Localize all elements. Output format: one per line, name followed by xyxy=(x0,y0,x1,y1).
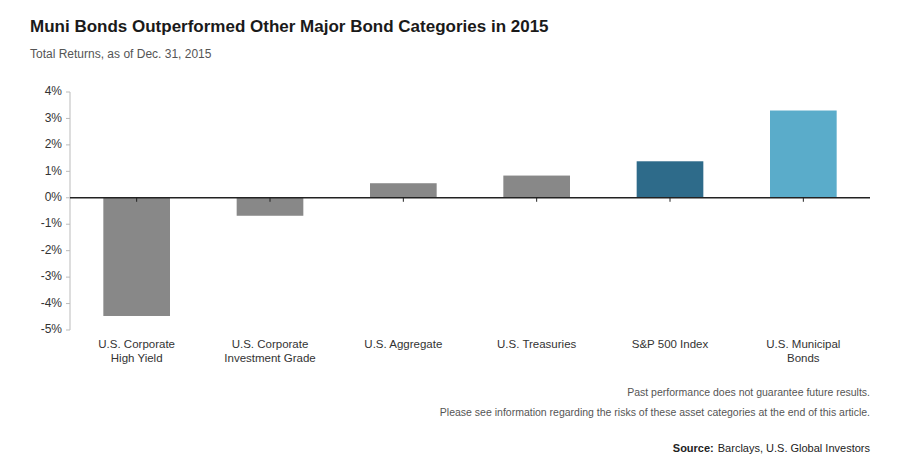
x-tick xyxy=(136,198,137,202)
y-tick-label: 2% xyxy=(45,137,63,151)
footnotes: Past performance does not guarantee futu… xyxy=(440,386,870,418)
x-axis: U.S. CorporateHigh Yield U.S. CorporateIn… xyxy=(70,198,870,364)
bar xyxy=(503,176,570,198)
bar xyxy=(770,111,837,198)
x-tick-label: U.S. CorporateInvestment Grade xyxy=(224,338,315,364)
y-tick xyxy=(66,250,70,251)
bar xyxy=(237,198,304,216)
y-tick-label: 4% xyxy=(45,84,63,98)
y-tick-label: -3% xyxy=(41,269,63,283)
zero-line xyxy=(70,197,870,199)
x-tick xyxy=(536,198,537,202)
y-tick-label: 0% xyxy=(45,190,63,204)
y-tick xyxy=(66,118,70,119)
chart-container: Muni Bonds Outperformed Other Major Bond… xyxy=(0,0,900,476)
x-tick-label: U.S. Treasuries xyxy=(497,338,576,350)
x-tick xyxy=(270,198,271,202)
footnote: Please see information regarding the ris… xyxy=(440,406,870,418)
source: Source: Barclays, U.S. Global Investors xyxy=(673,442,871,454)
chart: Muni Bonds Outperformed Other Major Bond… xyxy=(0,0,900,476)
y-tick xyxy=(66,197,70,198)
y-tick-label: -2% xyxy=(41,243,63,257)
bar xyxy=(103,198,170,316)
subtitle: Total Returns, as of Dec. 31, 2015 xyxy=(30,47,212,61)
y-axis: -5% -4% -3% -2% -1% 0% 1% 2% 3% 4% xyxy=(41,84,70,336)
x-tick xyxy=(670,198,671,202)
y-tick xyxy=(66,171,70,172)
x-tick xyxy=(403,198,404,202)
y-axis-line xyxy=(70,92,71,330)
source-label: Source: xyxy=(673,442,714,454)
y-tick xyxy=(66,224,70,225)
y-tick-label: -1% xyxy=(41,216,63,230)
source-value: Barclays, U.S. Global Investors xyxy=(718,442,871,454)
y-tick xyxy=(66,277,70,278)
y-tick xyxy=(66,144,70,145)
bar xyxy=(370,183,437,198)
y-tick xyxy=(66,303,70,304)
x-tick xyxy=(803,198,804,202)
y-tick-label: -4% xyxy=(41,296,63,310)
y-tick-label: 1% xyxy=(45,164,63,178)
x-tick-label: U.S. Aggregate xyxy=(364,338,442,350)
x-tick-label: U.S. MunicipalBonds xyxy=(766,338,840,364)
bar xyxy=(637,161,704,197)
x-tick-label: S&P 500 Index xyxy=(632,338,709,350)
y-tick xyxy=(66,92,70,93)
source-text: Source: Barclays, U.S. Global Investors xyxy=(673,442,871,454)
y-tick-label: 3% xyxy=(45,111,63,125)
x-tick-label: U.S. CorporateHigh Yield xyxy=(98,338,175,364)
y-tick-label: -5% xyxy=(41,322,63,336)
footnote: Past performance does not guarantee futu… xyxy=(627,386,870,398)
title: Muni Bonds Outperformed Other Major Bond… xyxy=(30,17,549,36)
bars xyxy=(103,111,836,316)
y-tick xyxy=(66,330,70,331)
